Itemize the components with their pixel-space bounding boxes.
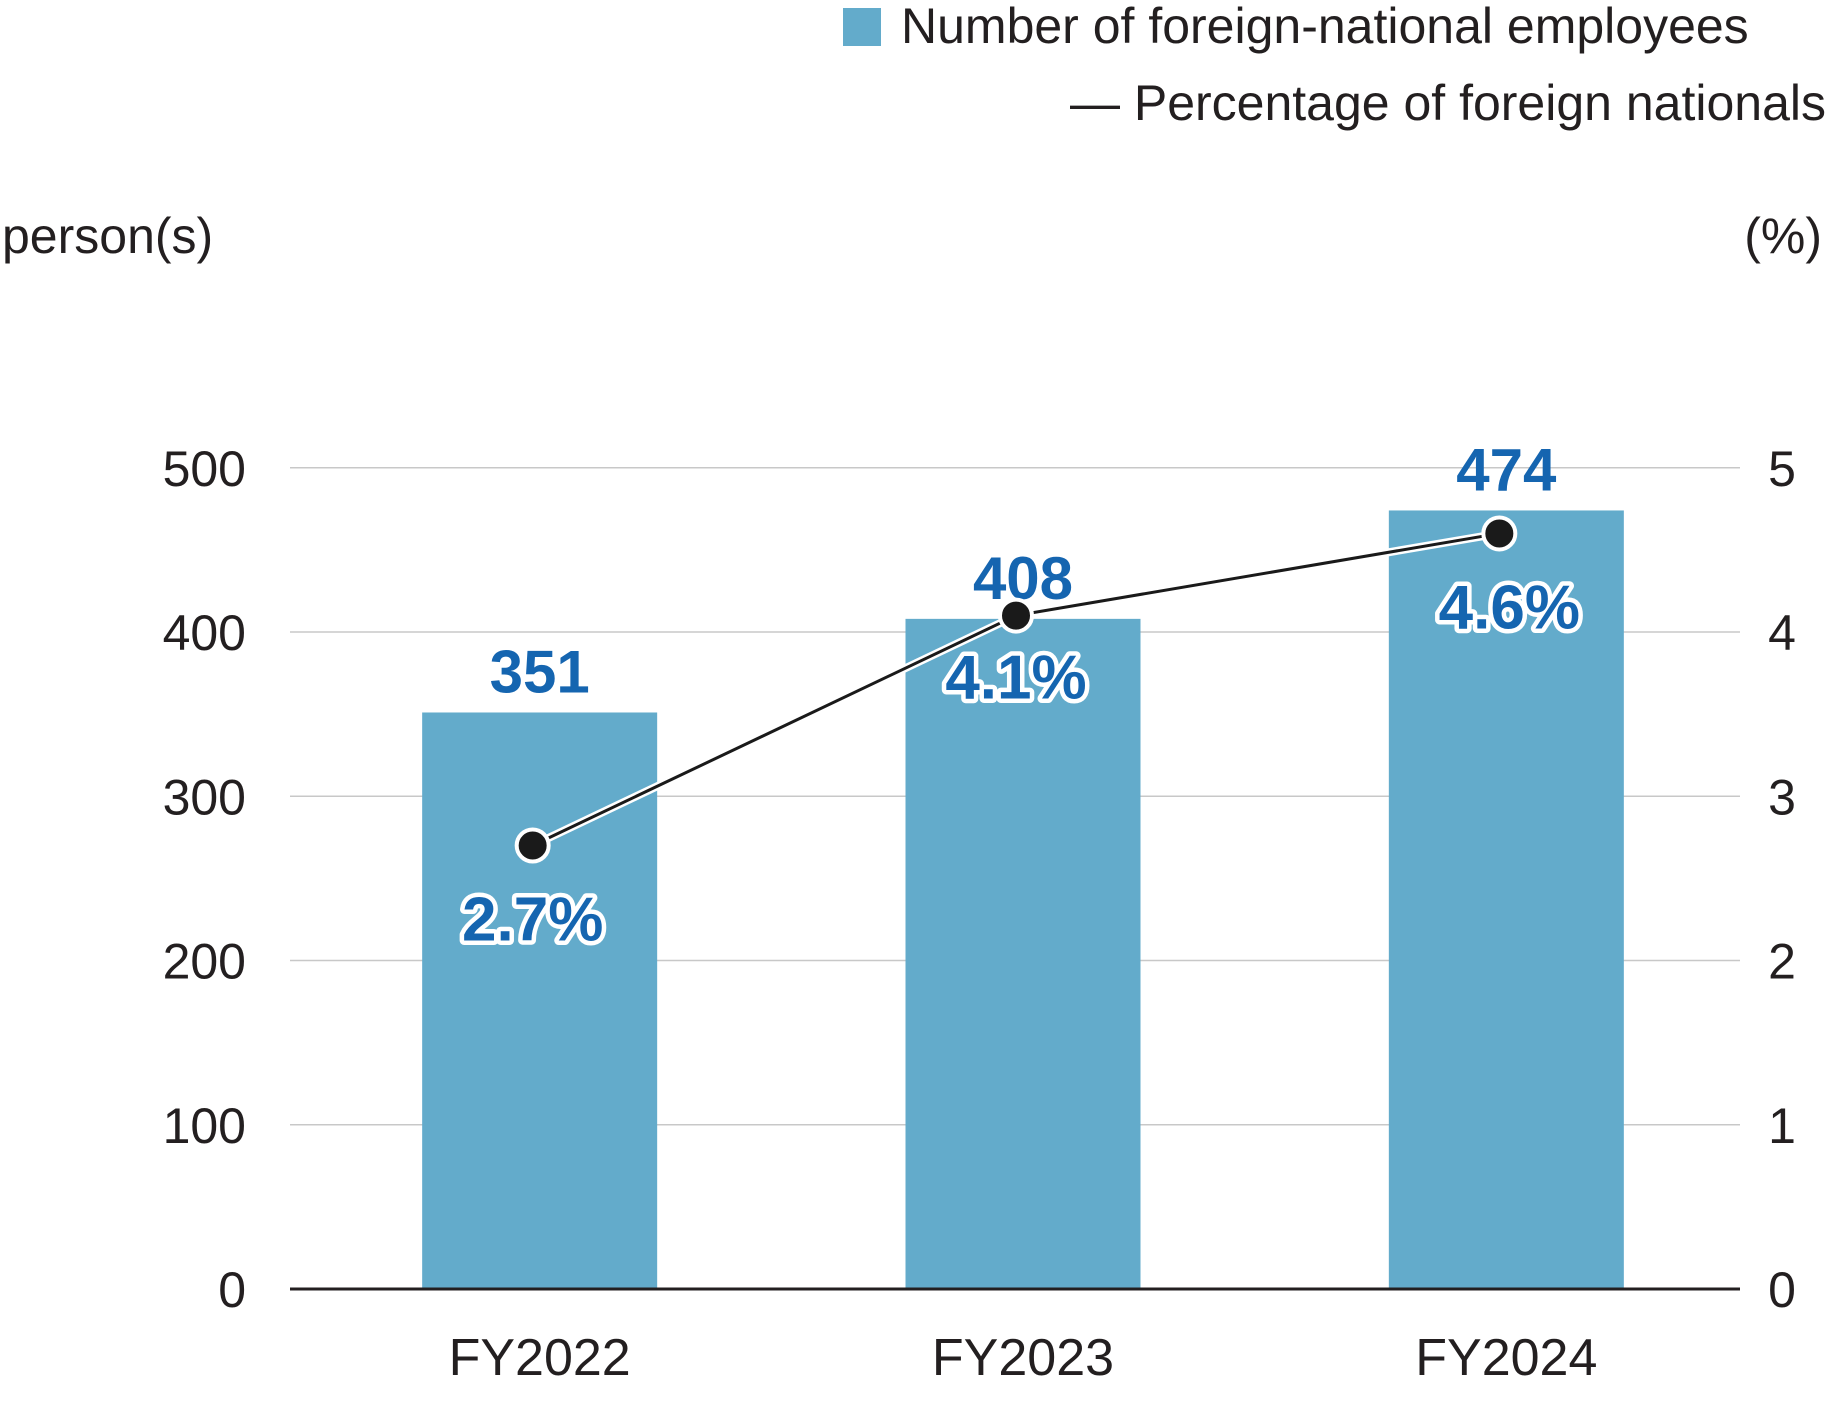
line-point-fy2023 [998, 597, 1034, 634]
left-axis-tick-label: 100 [163, 1098, 246, 1154]
legend: Number of foreign-national employees — P… [843, 0, 1826, 131]
left-axis-ticks: 0 100 200 300 400 500 [163, 441, 246, 1318]
right-axis-tick-label: 0 [1768, 1262, 1796, 1318]
right-axis-ticks: 0 1 2 3 4 5 [1768, 441, 1796, 1318]
legend-bar-label: Number of foreign-national employees [901, 0, 1749, 54]
line-point-fy2022 [514, 827, 551, 864]
right-axis-tick-label: 2 [1768, 934, 1796, 990]
line-value-label: 2.7% [462, 886, 603, 955]
bar-series [422, 510, 1624, 1290]
line-value-labels: 2.7% 4.1% 4.6% [458, 569, 1585, 959]
category-label: FY2023 [932, 1329, 1114, 1387]
line-points [514, 515, 1518, 864]
category-label: FY2024 [1415, 1329, 1597, 1387]
bar-value-label: 351 [490, 638, 590, 705]
bar-value-label: 474 [1456, 436, 1557, 503]
right-axis-tick-label: 1 [1768, 1098, 1796, 1154]
left-axis-tick-label: 500 [163, 441, 246, 497]
left-axis-tick-label: 0 [218, 1262, 246, 1318]
left-axis-tick-label: 400 [163, 605, 246, 661]
left-axis-title: person(s) [2, 208, 213, 264]
category-labels: FY2022 FY2023 FY2024 [449, 1329, 1598, 1387]
bar-fy2023 [905, 618, 1141, 1289]
legend-line-label: — Percentage of foreign nationals [1070, 75, 1826, 131]
line-point-fy2024 [1481, 515, 1518, 552]
right-axis-tick-label: 5 [1768, 441, 1796, 497]
category-label: FY2022 [449, 1329, 631, 1387]
left-axis-tick-label: 200 [163, 934, 246, 990]
right-axis-title: (%) [1744, 208, 1822, 264]
right-axis-tick-label: 3 [1768, 769, 1796, 825]
bar-fy2024 [1388, 510, 1624, 1290]
left-axis-tick-label: 300 [163, 769, 246, 825]
line-value-label: 4.6% [1439, 573, 1580, 642]
legend-bar-swatch [843, 8, 881, 46]
line-value-label: 4.1% [945, 644, 1086, 713]
right-axis-tick-label: 4 [1768, 605, 1796, 661]
